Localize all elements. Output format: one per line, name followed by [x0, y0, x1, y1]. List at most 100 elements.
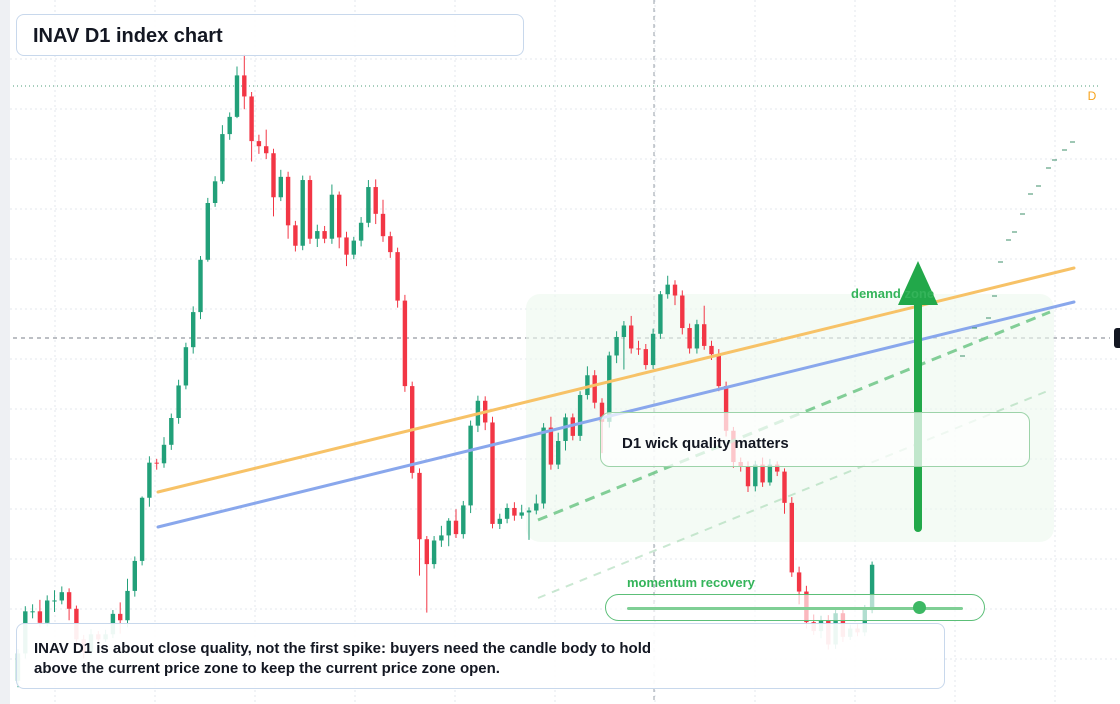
candle-body	[242, 75, 247, 97]
candle-body	[285, 176, 291, 226]
candle-body	[37, 611, 43, 623]
candle-body	[599, 402, 605, 422]
momentum-slider-knob[interactable]	[913, 601, 927, 614]
candle-body	[709, 345, 714, 355]
wick-quality-callout: D1 wick quality matters	[600, 412, 1030, 467]
candle-body	[504, 507, 510, 519]
candle-body	[775, 464, 780, 472]
candle-body	[293, 225, 298, 246]
candle-body	[125, 590, 130, 621]
green-support-line-faint	[537, 389, 1051, 599]
timeframe-badge[interactable]: D	[1087, 89, 1097, 103]
candle-body	[234, 75, 240, 117]
callout-text: D1 wick quality matters	[622, 435, 789, 452]
analysis-note: INAV D1 is about close quality, not the …	[34, 640, 652, 677]
candle-body	[519, 512, 524, 516]
candle-body	[636, 348, 641, 350]
candle-body	[278, 176, 283, 198]
candle-body	[366, 187, 371, 223]
candle-body	[468, 425, 473, 506]
candle-body	[658, 294, 663, 334]
left-scale-strip	[0, 0, 10, 704]
chart-title: INAV D1 index chart	[33, 25, 223, 47]
candle-body	[380, 213, 386, 237]
candle-body	[300, 180, 305, 246]
candle-body	[672, 284, 678, 296]
candle-body	[526, 510, 532, 513]
candle-body	[388, 236, 393, 253]
candle-body	[315, 231, 320, 239]
candle-body	[227, 116, 232, 135]
candle-body	[402, 300, 408, 387]
candle-body	[461, 505, 466, 535]
candle-body	[417, 472, 422, 540]
candle-body	[66, 592, 72, 609]
candle-body	[132, 560, 137, 591]
candle-body	[161, 444, 167, 464]
price-scale-marker-icon[interactable]	[1114, 328, 1120, 348]
candle-body	[264, 146, 269, 154]
candle-body	[563, 417, 568, 441]
candle-body	[45, 600, 50, 623]
candle-body	[212, 181, 218, 203]
candle-body	[176, 385, 181, 419]
demand-zone-label: demand zone	[851, 286, 935, 301]
candle-body	[687, 328, 692, 349]
momentum-slider-track	[627, 607, 963, 610]
candle-body	[169, 418, 174, 445]
candle-body	[205, 202, 210, 260]
candle-body	[702, 324, 707, 346]
candle-body	[753, 464, 758, 487]
candle-body	[395, 252, 400, 301]
candle-body	[344, 237, 349, 255]
candle-body	[614, 336, 619, 356]
candle-body	[139, 497, 145, 561]
candle-body	[30, 611, 35, 613]
candle-body	[453, 520, 459, 535]
candle-body	[337, 194, 342, 238]
candle-body	[869, 564, 875, 611]
candle-body	[548, 427, 554, 465]
candle-body	[629, 325, 634, 349]
candle-body	[52, 600, 57, 602]
candle-body	[271, 153, 276, 198]
analysis-note-card: INAV D1 is about close quality, not the …	[16, 623, 945, 689]
candle-body	[351, 240, 356, 255]
candle-body	[723, 386, 729, 431]
candle-body	[497, 518, 502, 524]
candle-body	[220, 134, 225, 182]
candle-body	[862, 610, 867, 633]
candle-body	[585, 375, 590, 396]
momentum-slider[interactable]	[605, 594, 985, 621]
candle-body	[577, 395, 583, 436]
candle-body	[745, 466, 751, 487]
candle-body	[665, 284, 670, 295]
candle-body	[59, 592, 64, 601]
candle-body	[490, 422, 495, 524]
candle-body	[796, 572, 802, 592]
candle-body	[541, 427, 546, 504]
candle-body	[592, 375, 597, 403]
candle-body	[767, 464, 773, 483]
candle-body	[446, 520, 451, 536]
candle-body	[154, 462, 159, 464]
candle-body	[431, 540, 437, 565]
candle-body	[322, 231, 327, 239]
candle-body	[256, 141, 262, 147]
candle-body	[534, 503, 539, 511]
candle-body	[556, 440, 561, 465]
candle-body	[424, 539, 429, 565]
candle-body	[373, 187, 378, 214]
candle-body	[191, 312, 196, 348]
candle-body	[307, 180, 313, 239]
candle-body	[650, 333, 656, 366]
candle-body	[716, 354, 721, 387]
candle-body	[789, 502, 794, 573]
candle-body	[183, 347, 189, 386]
candle-body	[147, 462, 152, 498]
candle-body	[118, 613, 123, 621]
candle-body	[249, 96, 254, 142]
candle-body	[198, 259, 203, 313]
candle-body	[694, 324, 700, 349]
candle-body	[329, 194, 335, 239]
